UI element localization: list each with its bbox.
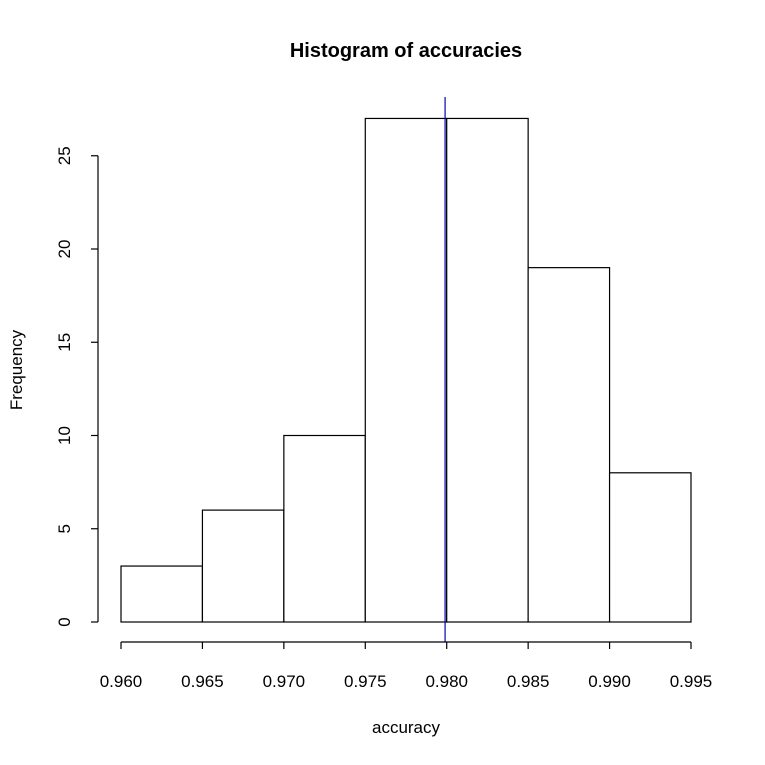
- x-tick-label-3: 0.975: [344, 672, 387, 691]
- histogram-bar-2: [283, 434, 366, 623]
- y-tick-label-2: 10: [55, 426, 74, 445]
- histogram-bar-5: [527, 267, 611, 623]
- y-axis-label: Frequency: [7, 329, 26, 410]
- histogram-bar-6: [608, 472, 692, 623]
- histogram-bar-1: [201, 509, 285, 623]
- histogram-bar-4: [446, 117, 529, 623]
- x-tick-label-0: 0.960: [100, 672, 143, 691]
- histogram-bar-3: [364, 117, 448, 623]
- x-tick-label-2: 0.970: [263, 672, 306, 691]
- x-tick-label-6: 0.990: [588, 672, 631, 691]
- y-tick-label-1: 5: [55, 524, 74, 533]
- y-tick-label-0: 0: [55, 617, 74, 626]
- x-tick-label-7: 0.995: [670, 672, 713, 691]
- x-tick-label-1: 0.965: [181, 672, 224, 691]
- y-tick-label-5: 25: [55, 146, 74, 165]
- y-tick-label-3: 15: [55, 333, 74, 352]
- x-tick-label-5: 0.985: [507, 672, 550, 691]
- y-tick-label-4: 20: [55, 240, 74, 259]
- x-axis-label: accuracy: [372, 718, 441, 737]
- y-axis: 0 5 10 15 20 25: [55, 146, 99, 627]
- chart-title: Histogram of accuracies: [290, 40, 522, 62]
- bars-group: [120, 117, 692, 623]
- x-axis: 0.960 0.965 0.970 0.975 0.980 0.985 0.990 0.995: [100, 641, 713, 691]
- histogram-bar-0: [120, 565, 204, 623]
- x-tick-label-4: 0.980: [425, 672, 468, 691]
